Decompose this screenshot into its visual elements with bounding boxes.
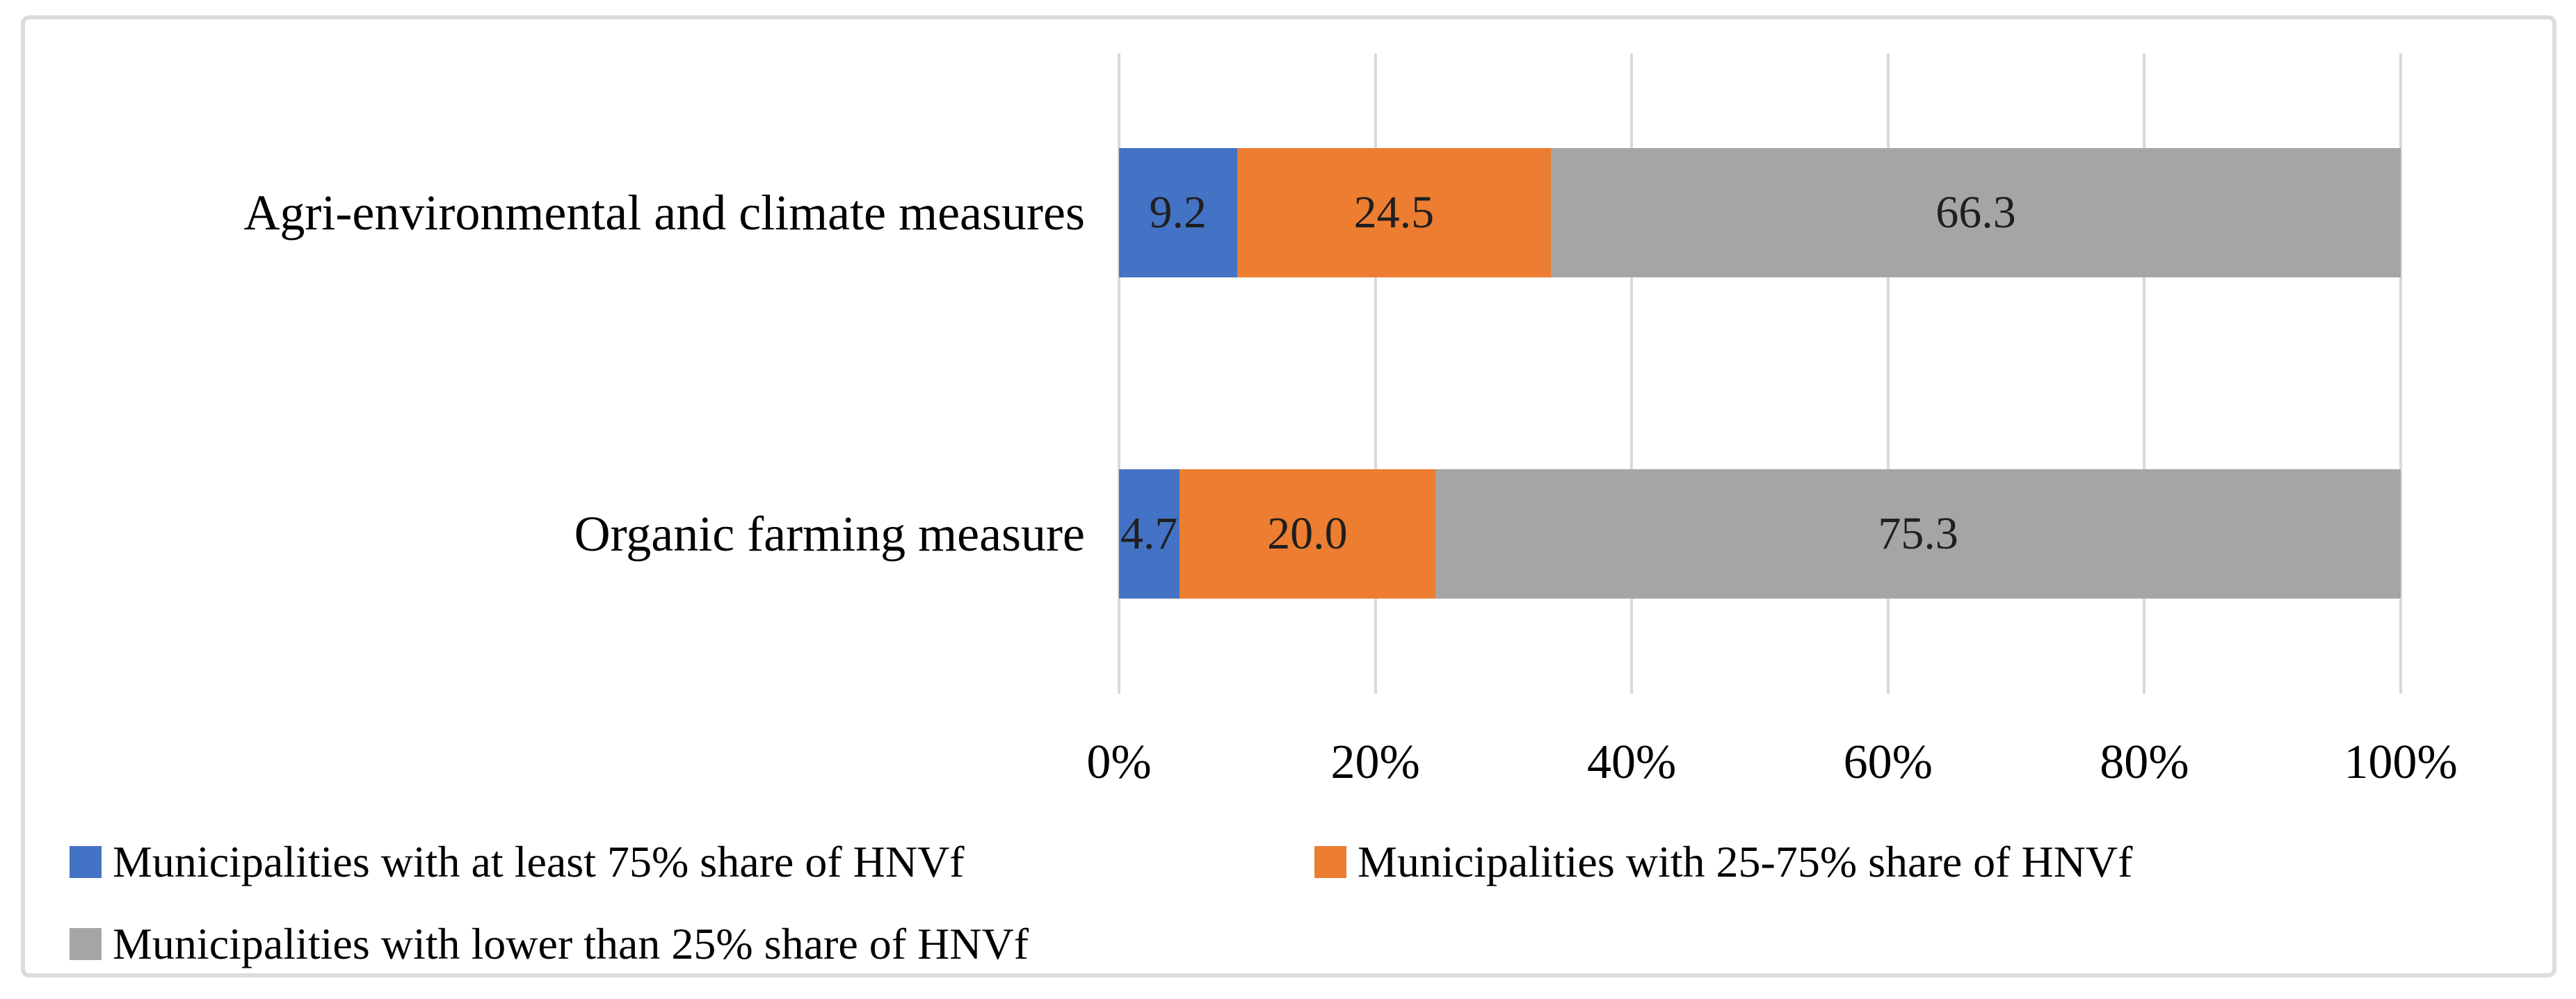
data-label: 66.3 (1935, 187, 2016, 238)
legend-label: Municipalities with 25-75% share of HNVf (1358, 837, 2133, 886)
x-tick-label: 100% (2344, 736, 2458, 789)
bar-segment: 4.7 (1119, 469, 1180, 599)
bar-segment: 20.0 (1179, 469, 1436, 599)
data-label: 75.3 (1878, 508, 1958, 559)
legend-swatch-icon (70, 846, 102, 878)
x-tick-label: 20% (1330, 736, 1420, 789)
bar-row-1: 4.7 20.0 75.3 (1119, 469, 2401, 599)
bar-row-0: 9.2 24.5 66.3 (1119, 148, 2401, 277)
legend-swatch-icon (1314, 846, 1346, 878)
data-label: 24.5 (1353, 187, 1435, 238)
data-label: 4.7 (1120, 508, 1178, 559)
bar-segment: 9.2 (1119, 148, 1237, 277)
bar-segment: 75.3 (1435, 469, 2401, 599)
x-tick-label: 60% (1843, 736, 1933, 789)
gridline-0% (1118, 54, 1120, 694)
legend-item: Municipalities with lower than 25% share… (70, 916, 1029, 972)
data-label: 20.0 (1267, 508, 1348, 559)
gridline-60% (1886, 54, 1890, 694)
legend-item: Municipalities with at least 75% share o… (70, 834, 965, 890)
category-label: Agri-environmental and climate measures (243, 184, 1085, 241)
legend-swatch-icon (70, 928, 102, 960)
legend-item: Municipalities with 25-75% share of HNVf (1314, 834, 2132, 890)
data-label: 9.2 (1149, 187, 1207, 238)
legend-label: Municipalities with lower than 25% share… (113, 919, 1029, 968)
bar-segment: 24.5 (1237, 148, 1552, 277)
gridline-80% (2143, 54, 2146, 694)
x-tick-label: 40% (1587, 736, 1677, 789)
gridline-40% (1630, 54, 1634, 694)
x-tick-label: 0% (1086, 736, 1152, 789)
gridline-20% (1374, 54, 1377, 694)
x-tick-label: 80% (2100, 736, 2189, 789)
gridline-100% (2399, 54, 2402, 694)
legend-label: Municipalities with at least 75% share o… (113, 837, 965, 886)
category-label: Organic farming measure (574, 505, 1085, 562)
bar-segment: 66.3 (1551, 148, 2401, 277)
